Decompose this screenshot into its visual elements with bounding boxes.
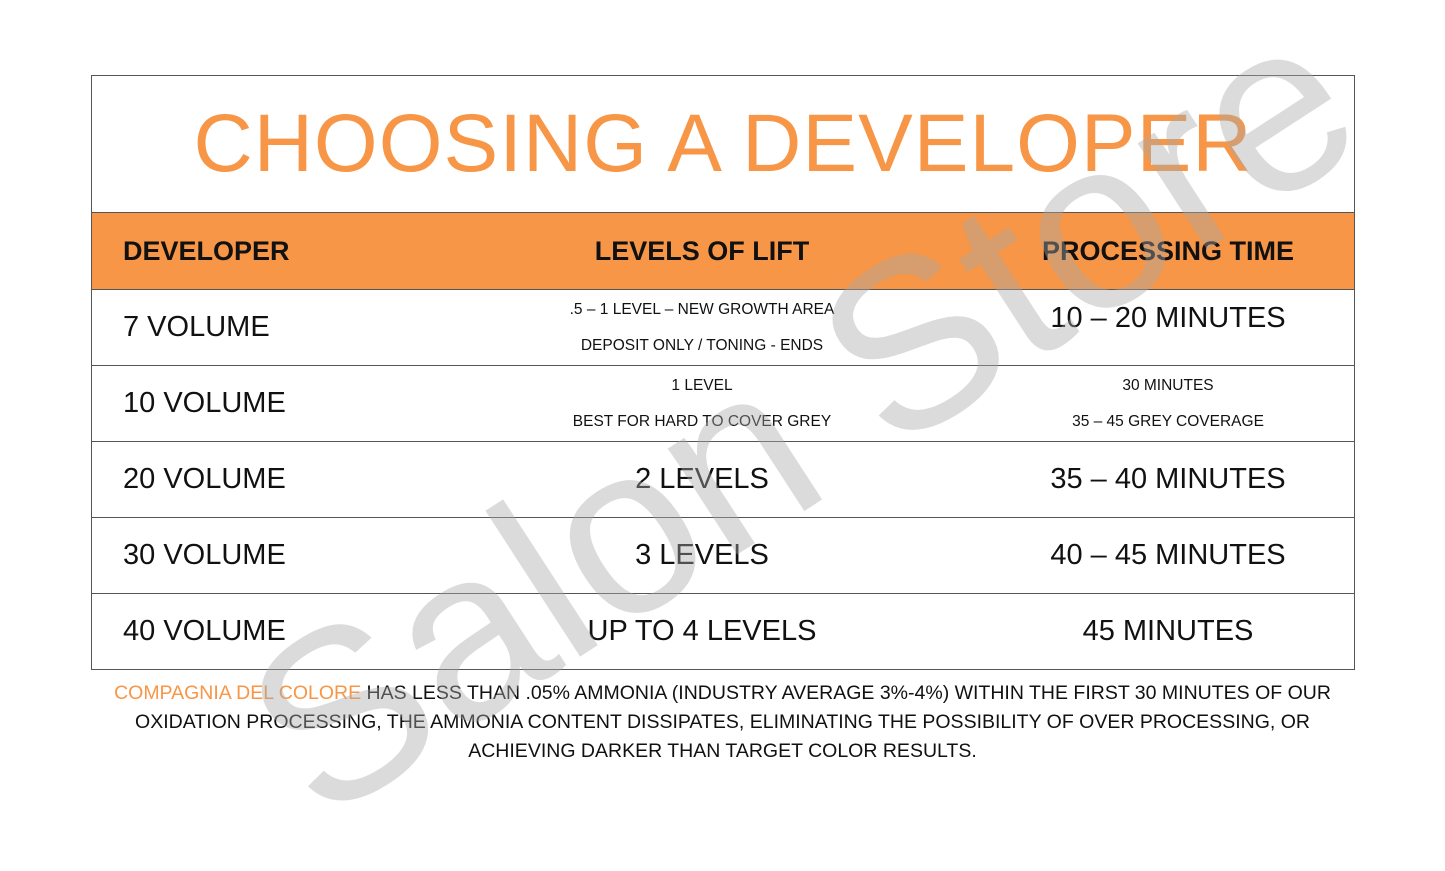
time-cell-line: 35 – 45 GREY COVERAGE bbox=[1072, 412, 1264, 430]
lift-cell-line: 2 LEVELS bbox=[635, 463, 769, 495]
time-cell: 40 – 45 MINUTES bbox=[982, 518, 1354, 593]
table-row: 10 VOLUME 1 LEVEL BEST FOR HARD TO COVER G… bbox=[92, 366, 1354, 442]
lift-cell-line: .5 – 1 LEVEL – NEW GROWTH AREA bbox=[569, 300, 835, 318]
developer-value: 10 VOLUME bbox=[123, 387, 286, 419]
time-cell-line: 30 MINUTES bbox=[1122, 376, 1214, 394]
time-cell-line: 40 – 45 MINUTES bbox=[1050, 539, 1286, 571]
developer-value: 20 VOLUME bbox=[123, 463, 286, 495]
developer-value: 7 VOLUME bbox=[123, 311, 270, 343]
developer-cell: 20 VOLUME bbox=[92, 442, 422, 517]
time-cell: 35 – 40 MINUTES bbox=[982, 442, 1354, 517]
developer-table: CHOOSING A DEVELOPER DEVELOPER LEVELS OF… bbox=[91, 75, 1355, 670]
header-developer: DEVELOPER bbox=[123, 235, 290, 266]
lift-cell-line: UP TO 4 LEVELS bbox=[587, 615, 817, 647]
lift-cell: 3 LEVELS bbox=[422, 518, 982, 593]
lift-cell: 2 LEVELS bbox=[422, 442, 982, 517]
developer-value: 40 VOLUME bbox=[123, 615, 286, 647]
lift-cell-line: 1 LEVEL bbox=[671, 376, 733, 394]
header-processing-time: PROCESSING TIME bbox=[1041, 235, 1295, 266]
time-cell-line: 35 – 40 MINUTES bbox=[1050, 463, 1286, 495]
developer-cell: 10 VOLUME bbox=[92, 366, 422, 441]
table-header: DEVELOPER LEVELS OF LIFT PROCESSING TIME bbox=[92, 213, 1354, 290]
lift-cell: UP TO 4 LEVELS bbox=[422, 594, 982, 669]
table-row: 30 VOLUME 3 LEVELS 40 – 45 MINUTES bbox=[92, 518, 1354, 594]
developer-value: 30 VOLUME bbox=[123, 539, 286, 571]
lift-cell-line: DEPOSIT ONLY / TONING - ENDS bbox=[580, 336, 824, 354]
time-cell: 10 – 20 MINUTES bbox=[982, 290, 1354, 365]
lift-cell: 1 LEVEL BEST FOR HARD TO COVER GREY bbox=[422, 366, 982, 441]
time-cell-line: 10 – 20 MINUTES bbox=[1050, 302, 1286, 334]
header-levels-of-lift: LEVELS OF LIFT bbox=[594, 235, 810, 266]
lift-cell-line: BEST FOR HARD TO COVER GREY bbox=[572, 412, 832, 430]
page-title: CHOOSING A DEVELOPER bbox=[92, 76, 1354, 213]
brand-name: COMPAGNIA DEL COLORE bbox=[114, 682, 362, 704]
table-row: 7 VOLUME .5 – 1 LEVEL – NEW GROWTH AREA DE… bbox=[92, 290, 1354, 366]
time-cell-line: 45 MINUTES bbox=[1082, 615, 1254, 647]
time-cell: 30 MINUTES 35 – 45 GREY COVERAGE bbox=[982, 366, 1354, 441]
developer-cell: 7 VOLUME bbox=[92, 290, 422, 365]
developer-cell: 40 VOLUME bbox=[92, 594, 422, 669]
footer-text: HAS LESS THAN .05% AMMONIA (INDUSTRY AVE… bbox=[135, 682, 1331, 762]
developer-cell: 30 VOLUME bbox=[92, 518, 422, 593]
lift-cell-line: 3 LEVELS bbox=[635, 539, 769, 571]
table-row: 20 VOLUME 2 LEVELS 35 – 40 MINUTES bbox=[92, 442, 1354, 518]
footer-note: COMPAGNIA DEL COLORE HAS LESS THAN .05% … bbox=[100, 679, 1345, 766]
lift-cell: .5 – 1 LEVEL – NEW GROWTH AREA DEPOSIT ON… bbox=[422, 290, 982, 365]
time-cell: 45 MINUTES bbox=[982, 594, 1354, 669]
table-row: 40 VOLUME UP TO 4 LEVELS 45 MINUTES bbox=[92, 594, 1354, 669]
